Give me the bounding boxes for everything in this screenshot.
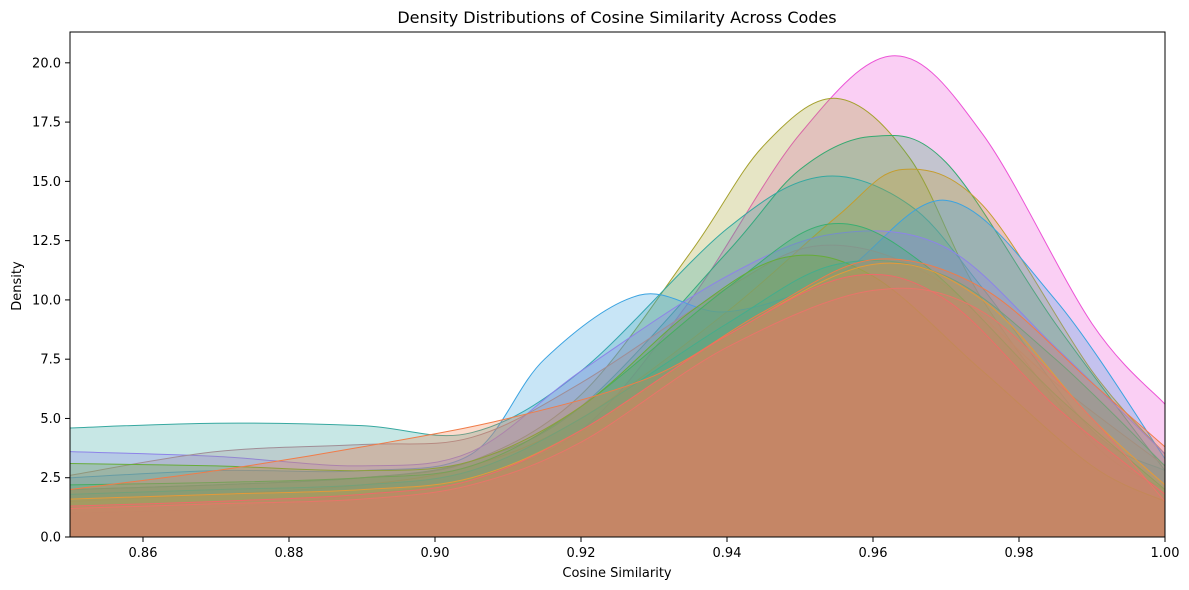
y-tick-label: 7.5 bbox=[40, 353, 61, 368]
density-line-code-8 bbox=[69, 244, 1166, 476]
y-tick-label: 12.5 bbox=[32, 234, 61, 249]
density-line-code-15 bbox=[69, 287, 1166, 510]
density-line-code-3 bbox=[69, 135, 1166, 491]
density-area-code-13 bbox=[70, 263, 1165, 537]
y-axis-label: Density bbox=[10, 261, 25, 311]
density-line-code-11 bbox=[69, 259, 1166, 495]
x-axis-ticks: 0.86 0.88 0.90 0.92 0.94 0.96 0.98 1.00 bbox=[129, 537, 1180, 561]
density-line-code-1 bbox=[69, 55, 1166, 514]
y-tick-label: 17.5 bbox=[32, 116, 61, 131]
density-area-code-7 bbox=[70, 230, 1165, 537]
density-area-code-4 bbox=[70, 175, 1165, 537]
density-line-code-12 bbox=[69, 258, 1166, 491]
y-tick-label: 15.0 bbox=[32, 175, 61, 190]
density-line-code-14 bbox=[69, 273, 1166, 507]
x-tick-label: 0.96 bbox=[859, 546, 888, 561]
y-tick-label: 2.5 bbox=[40, 471, 61, 486]
x-tick-label: 0.94 bbox=[713, 546, 742, 561]
density-area-code-1 bbox=[70, 55, 1165, 538]
x-tick-label: 1.00 bbox=[1151, 546, 1180, 561]
y-tick-label: 10.0 bbox=[32, 293, 61, 308]
x-tick-label: 0.88 bbox=[275, 546, 304, 561]
density-area-code-2 bbox=[70, 98, 1165, 538]
density-area-code-14 bbox=[70, 274, 1165, 537]
density-area-code-9 bbox=[70, 223, 1165, 537]
x-tick-label: 0.98 bbox=[1005, 546, 1034, 561]
x-tick-label: 0.92 bbox=[567, 546, 596, 561]
x-axis-label: Cosine Similarity bbox=[562, 566, 672, 581]
density-area-code-12 bbox=[70, 258, 1165, 537]
density-area-code-8 bbox=[70, 245, 1165, 538]
density-line-code-6 bbox=[69, 199, 1166, 479]
y-tick-label: 20.0 bbox=[32, 56, 61, 71]
y-axis-ticks: 0.0 2.5 5.0 7.5 10.0 12.5 15.0 17.5 20.0 bbox=[32, 56, 70, 546]
density-area-code-11 bbox=[70, 260, 1165, 537]
y-tick-label: 5.0 bbox=[40, 412, 61, 427]
y-tick-label: 0.0 bbox=[40, 531, 61, 546]
chart-title: Density Distributions of Cosine Similari… bbox=[397, 8, 836, 27]
series-layer bbox=[69, 55, 1166, 538]
plot-frame bbox=[69, 31, 1166, 538]
density-line-code-9 bbox=[69, 222, 1166, 490]
density-area-code-15 bbox=[70, 288, 1165, 537]
density-area-code-3 bbox=[70, 135, 1165, 537]
x-tick-label: 0.86 bbox=[129, 546, 158, 561]
density-area-code-6 bbox=[70, 200, 1165, 537]
x-tick-label: 0.90 bbox=[421, 546, 450, 561]
density-line-code-10 bbox=[69, 254, 1166, 502]
